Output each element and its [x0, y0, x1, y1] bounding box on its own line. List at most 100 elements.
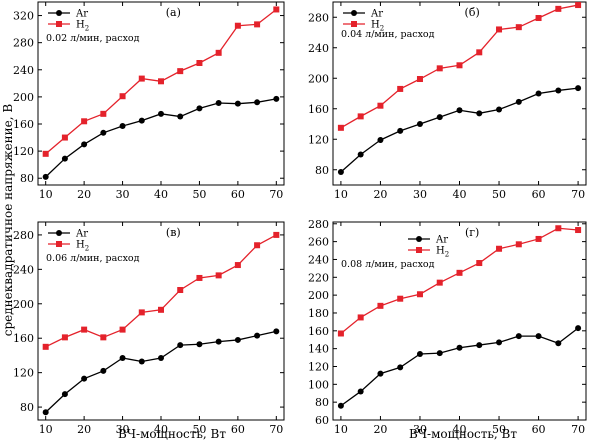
data-point-h2: [555, 225, 562, 232]
legend-label-h2: H2: [436, 246, 449, 259]
x-tick-label: 70: [571, 423, 585, 436]
data-point-h2: [234, 22, 241, 29]
data-point-ar: [357, 151, 364, 158]
data-point-ar: [436, 114, 443, 121]
legend-label-ar: Ar: [370, 9, 383, 20]
data-point-ar: [535, 90, 542, 97]
data-point-h2: [456, 269, 463, 276]
plot-frame: [37, 1, 285, 186]
flow-rate-annotation: 0.04 л/мин, расход: [341, 29, 435, 40]
data-point-ar: [234, 100, 241, 107]
data-point-ar: [515, 98, 522, 105]
y-tick-label: 80: [20, 172, 34, 185]
legend-marker: [56, 21, 62, 27]
data-point-ar: [273, 328, 280, 335]
x-tick-label: 60: [532, 188, 546, 201]
x-tick-label: 60: [532, 423, 546, 436]
data-point-h2: [215, 49, 222, 56]
legend-subscript: 2: [445, 251, 449, 259]
y-tick-label: 160: [308, 325, 329, 338]
y-tick-label: 160: [13, 118, 34, 131]
data-point-h2: [476, 49, 483, 56]
data-point-ar: [416, 351, 423, 357]
y-tick-label: 120: [13, 367, 34, 380]
y-tick-label: 160: [308, 103, 329, 116]
data-point-h2: [61, 334, 68, 341]
data-point-h2: [234, 262, 241, 269]
x-tick-label: 40: [154, 423, 168, 436]
data-point-ar: [81, 141, 88, 148]
data-point-h2: [61, 134, 68, 141]
legend-label-ar: Ar: [75, 9, 88, 20]
legend-subscript: 2: [85, 245, 89, 253]
data-point-h2: [215, 272, 222, 279]
legend-marker: [56, 10, 62, 16]
data-point-ar: [215, 99, 222, 106]
data-point-ar: [515, 333, 522, 340]
data-point-ar: [138, 358, 145, 365]
data-point-ar: [273, 95, 280, 102]
y-tick-label: 160: [13, 332, 34, 345]
y-tick-label: 120: [308, 133, 329, 146]
data-point-ar: [555, 87, 562, 94]
data-point-h2: [196, 60, 203, 66]
data-point-h2: [177, 287, 184, 294]
x-tick-label: 50: [192, 423, 206, 436]
data-point-ar: [575, 325, 582, 332]
legend-name: Ar: [435, 235, 448, 246]
data-point-ar: [254, 99, 261, 106]
panel-label: (а): [166, 6, 181, 19]
x-tick-label: 40: [453, 188, 467, 201]
data-point-ar: [158, 355, 164, 362]
data-point-h2: [42, 150, 49, 157]
legend-label-ar: Ar: [75, 229, 88, 240]
data-point-h2: [535, 15, 542, 22]
legend-label-h2: H2: [76, 20, 89, 33]
y-tick-label: 240: [13, 263, 34, 276]
y-tick-label: 80: [20, 401, 34, 414]
y-tick-label: 260: [308, 236, 329, 249]
plot-frame: [332, 221, 587, 421]
legend-name: Ar: [75, 229, 88, 240]
data-point-ar: [177, 342, 184, 349]
panel-label: (г): [465, 226, 479, 239]
data-point-ar: [42, 173, 49, 180]
data-point-h2: [377, 102, 384, 109]
x-tick-label: 30: [116, 423, 130, 436]
y-tick-label: 280: [13, 37, 34, 50]
x-tick-label: 50: [492, 188, 506, 201]
panel-label: (в): [166, 226, 181, 239]
data-point-h2: [138, 309, 145, 316]
data-point-ar: [476, 342, 483, 349]
x-tick-label: 10: [334, 423, 348, 436]
legend-name: Ar: [75, 9, 88, 20]
data-point-h2: [273, 6, 280, 13]
x-tick-label: 10: [334, 188, 348, 201]
y-tick-label: 200: [308, 72, 329, 85]
y-tick-label: 180: [308, 307, 329, 320]
legend-marker: [351, 10, 357, 16]
legend-marker: [416, 236, 422, 242]
y-tick-label: 200: [13, 91, 34, 104]
data-point-h2: [456, 62, 463, 69]
legend-subscript: 2: [380, 25, 384, 33]
data-point-h2: [337, 330, 344, 337]
y-tick-label: 240: [13, 64, 34, 77]
data-point-h2: [515, 241, 522, 248]
data-point-h2: [81, 118, 88, 125]
x-tick-label: 20: [373, 188, 387, 201]
y-tick-label: 100: [308, 378, 329, 391]
x-axis-label-left: ВЧ-мощность, Вт: [118, 427, 226, 441]
x-tick-label: 40: [453, 423, 467, 436]
data-point-h2: [254, 21, 261, 28]
data-point-ar: [234, 336, 241, 343]
data-point-h2: [535, 235, 542, 242]
data-point-h2: [177, 68, 184, 75]
data-point-h2: [42, 343, 49, 350]
series-line-h2: [340, 227, 579, 334]
x-tick-label: 70: [269, 423, 283, 436]
x-tick-label: 60: [231, 423, 245, 436]
y-tick-label: 200: [308, 289, 329, 302]
